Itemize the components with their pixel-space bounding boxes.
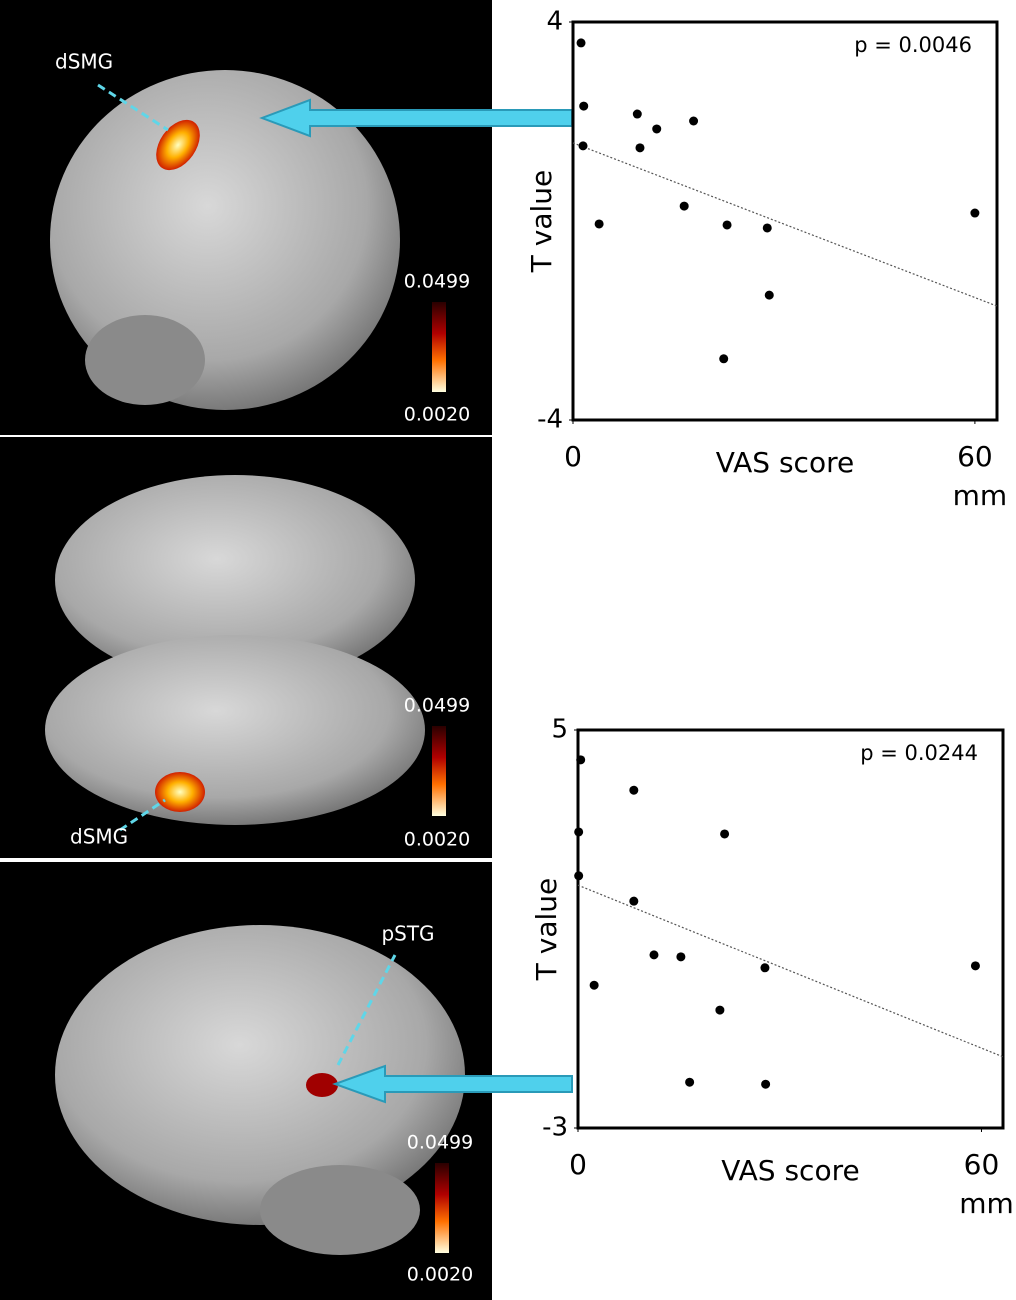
y-tick-label: 5	[551, 715, 568, 745]
point	[629, 785, 639, 795]
colorbar-label: 0.0020	[404, 829, 470, 851]
point	[649, 950, 659, 960]
point	[689, 116, 699, 126]
x-axis-label: VAS score	[721, 1154, 859, 1187]
point	[720, 829, 730, 839]
point	[629, 896, 639, 906]
y-axis-label: T value	[530, 878, 563, 981]
point	[578, 141, 588, 151]
point	[632, 109, 642, 119]
x-unit: mm	[959, 1187, 1014, 1220]
plot-frame	[571, 20, 999, 422]
brain	[55, 925, 465, 1225]
annotation: p = 0.0046	[854, 33, 972, 57]
x-axis-label: VAS score	[716, 446, 854, 479]
pointer	[119, 798, 166, 832]
point	[576, 38, 586, 48]
point	[574, 827, 584, 837]
activation	[155, 772, 205, 812]
colorbar-label: 0.0020	[407, 1264, 473, 1286]
cerebellum	[85, 315, 205, 405]
cerebellum	[260, 1165, 420, 1255]
x-tick-label: 60	[964, 1148, 1000, 1181]
point	[685, 1077, 695, 1087]
point	[579, 101, 589, 111]
point	[589, 980, 599, 990]
y-axis-label: T value	[525, 170, 558, 273]
x-unit: mm	[953, 479, 1008, 512]
y-tick-label: 4	[546, 7, 563, 37]
point	[652, 124, 662, 134]
plot-frame	[576, 728, 1005, 1130]
y-tick-label: -3	[542, 1113, 568, 1143]
point	[760, 963, 770, 973]
point	[715, 1005, 725, 1015]
colorbar	[432, 302, 446, 392]
trend-line	[572, 142, 998, 307]
point	[970, 961, 980, 971]
region-label: dSMG	[55, 50, 113, 74]
region-label: dSMG	[70, 825, 128, 849]
point	[762, 223, 772, 233]
x-tick-label: 60	[957, 440, 993, 473]
point	[574, 871, 584, 881]
colorbar-label: 0.0499	[404, 271, 470, 293]
arrow	[259, 98, 573, 138]
trend-line	[577, 884, 1004, 1058]
colorbar-label: 0.0499	[404, 695, 470, 717]
brain	[55, 475, 415, 685]
point	[764, 290, 774, 300]
pointer	[97, 83, 169, 132]
point	[676, 952, 686, 962]
point	[719, 354, 729, 364]
point	[722, 220, 732, 230]
colorbar	[435, 1163, 449, 1253]
activation	[306, 1073, 338, 1097]
region-label: pSTG	[381, 922, 434, 946]
colorbar-label: 0.0020	[404, 404, 470, 426]
annotation: p = 0.0244	[860, 741, 978, 765]
activation	[156, 119, 200, 171]
point	[576, 755, 586, 765]
point	[761, 1079, 771, 1089]
x-tick-label: 0	[569, 1148, 587, 1181]
colorbar-label: 0.0499	[407, 1132, 473, 1154]
point	[970, 208, 980, 218]
x-tick-label: 0	[564, 440, 582, 473]
arrow	[332, 1064, 573, 1104]
point	[679, 201, 689, 211]
y-tick-label: -4	[537, 405, 563, 435]
pointer	[336, 954, 397, 1066]
brain	[45, 635, 425, 825]
colorbar	[432, 726, 446, 816]
point	[594, 219, 604, 229]
point	[635, 143, 645, 153]
